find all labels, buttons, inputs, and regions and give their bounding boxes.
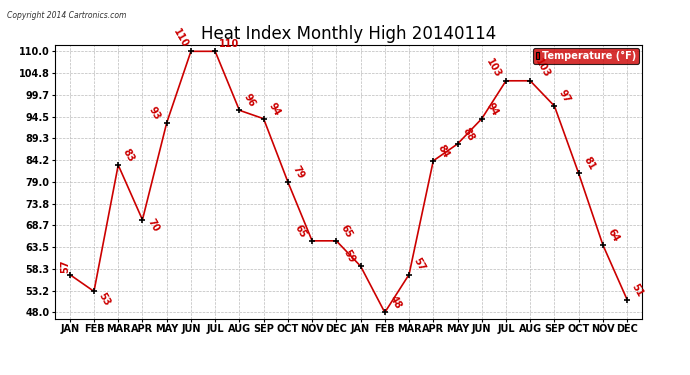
- Text: 51: 51: [630, 282, 645, 298]
- Text: 83: 83: [121, 147, 137, 164]
- Text: Copyright 2014 Cartronics.com: Copyright 2014 Cartronics.com: [7, 11, 126, 20]
- Text: 88: 88: [460, 126, 476, 142]
- Text: 94: 94: [266, 100, 282, 117]
- Text: 96: 96: [242, 92, 257, 109]
- Text: 53: 53: [97, 291, 112, 308]
- Text: 65: 65: [339, 223, 355, 240]
- Title: Heat Index Monthly High 20140114: Heat Index Monthly High 20140114: [201, 26, 496, 44]
- Text: 65: 65: [293, 223, 308, 240]
- Text: 57: 57: [60, 260, 70, 273]
- Text: 97: 97: [558, 88, 573, 105]
- Text: 94: 94: [484, 100, 500, 117]
- Text: 103: 103: [533, 57, 552, 80]
- Text: 48: 48: [388, 294, 403, 311]
- Legend: Temperature (°F): Temperature (°F): [533, 48, 639, 64]
- Text: 81: 81: [582, 155, 597, 172]
- Text: 84: 84: [436, 142, 451, 159]
- Text: 93: 93: [147, 105, 163, 122]
- Text: 110: 110: [219, 39, 239, 48]
- Text: 57: 57: [412, 256, 427, 273]
- Text: 79: 79: [290, 164, 306, 180]
- Text: 110: 110: [172, 27, 190, 50]
- Text: 70: 70: [145, 217, 161, 234]
- Text: 59: 59: [341, 248, 357, 265]
- Text: 103: 103: [484, 57, 502, 80]
- Text: 64: 64: [606, 227, 621, 244]
